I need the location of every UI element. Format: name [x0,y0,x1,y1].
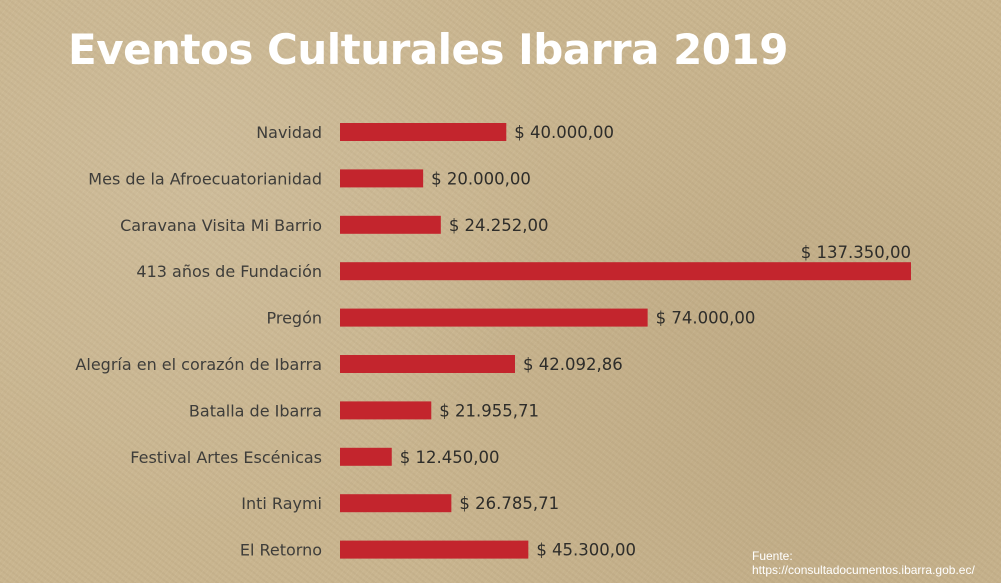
value-label: $ 26.785,71 [459,494,559,513]
category-label: Festival Artes Escénicas [130,448,322,467]
value-label: $ 21.955,71 [439,401,539,420]
value-labels: $ 40.000,00 $ 20.000,00 $ 24.252,00 $ 137.3… [400,123,911,560]
bar [340,169,424,188]
chart-title: Eventos Culturales Ibarra 2019 [68,25,788,74]
value-label: $ 20.000,00 [431,169,531,188]
category-label: 413 años de Fundación [136,262,322,281]
category-label: Mes de la Afroecuatorianidad [88,169,322,188]
value-label: $ 40.000,00 [514,123,614,142]
source-url[interactable]: https://consultadocumentos.ibarra.gob.ec… [752,563,975,577]
category-label: Alegría en el corazón de Ibarra [75,355,322,374]
value-label: $ 137.350,00 [801,243,911,262]
value-label: $ 24.252,00 [449,216,549,235]
bar [340,262,911,281]
value-label: $ 12.450,00 [400,448,500,467]
category-label: Pregón [266,309,322,328]
bar [340,401,432,420]
bar [340,355,515,373]
category-label: Inti Raymi [241,494,322,513]
value-label: $ 42.092,86 [523,355,623,374]
source-label: Fuente: [752,549,793,563]
bar [340,540,529,559]
value-label: $ 74.000,00 [656,309,756,328]
bar [340,494,452,513]
category-label: Caravana Visita Mi Barrio [120,216,322,235]
category-label: Navidad [256,123,322,142]
source-note: Fuente: https://consultadocumentos.ibarr… [752,549,1001,577]
category-label: Batalla de Ibarra [189,401,322,420]
bar [340,447,392,466]
category-label: El Retorno [240,541,322,560]
bar [340,123,507,141]
value-label: $ 45.300,00 [536,541,636,560]
bar [340,308,648,327]
category-labels: Navidad Mes de la Afroecuatorianidad Carav… [75,123,322,560]
bars [340,123,911,559]
bar [340,215,441,234]
